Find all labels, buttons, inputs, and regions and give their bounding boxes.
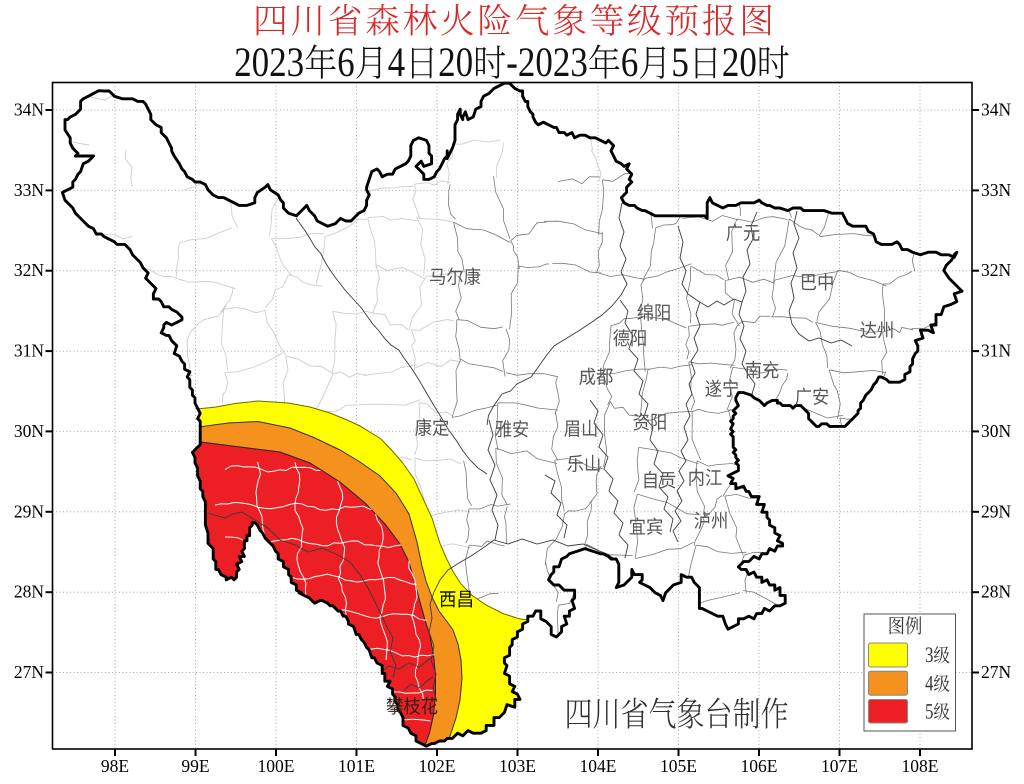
- svg-text:99E: 99E: [181, 756, 209, 776]
- svg-text:29N: 29N: [981, 501, 1012, 521]
- svg-text:104E: 104E: [580, 756, 617, 776]
- svg-text:34N: 34N: [14, 100, 45, 120]
- svg-text:31N: 31N: [981, 341, 1012, 361]
- svg-text:31N: 31N: [14, 341, 45, 361]
- svg-text:30N: 30N: [14, 421, 45, 441]
- svg-text:30N: 30N: [981, 421, 1012, 441]
- svg-text:27N: 27N: [981, 662, 1012, 682]
- svg-text:102E: 102E: [419, 756, 456, 776]
- svg-text:28N: 28N: [981, 582, 1012, 602]
- svg-text:34N: 34N: [981, 100, 1012, 120]
- svg-text:108E: 108E: [902, 756, 939, 776]
- svg-text:32N: 32N: [14, 260, 45, 280]
- svg-text:107E: 107E: [821, 756, 858, 776]
- svg-text:100E: 100E: [258, 756, 295, 776]
- svg-text:98E: 98E: [101, 756, 129, 776]
- svg-text:32N: 32N: [981, 260, 1012, 280]
- svg-text:29N: 29N: [14, 501, 45, 521]
- svg-text:28N: 28N: [14, 582, 45, 602]
- svg-text:105E: 105E: [660, 756, 697, 776]
- svg-text:27N: 27N: [14, 662, 45, 682]
- svg-text:33N: 33N: [981, 180, 1012, 200]
- svg-text:33N: 33N: [14, 180, 45, 200]
- svg-text:101E: 101E: [338, 756, 375, 776]
- svg-text:106E: 106E: [741, 756, 778, 776]
- svg-text:103E: 103E: [499, 756, 536, 776]
